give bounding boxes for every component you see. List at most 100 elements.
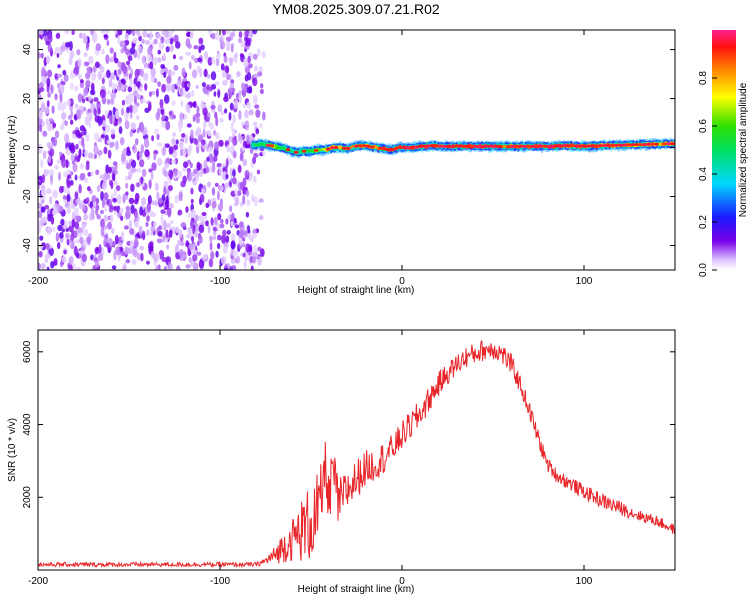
noise-speckle <box>85 163 90 171</box>
noise-speckle <box>143 138 150 149</box>
noise-speckle <box>253 153 259 158</box>
trace-peak <box>293 150 299 154</box>
spectrogram-y-tick-label: -20 <box>22 189 33 204</box>
spectrogram-x-tick-label: 0 <box>399 276 405 287</box>
noise-speckle <box>144 83 148 91</box>
noise-speckle <box>118 117 123 123</box>
noise-speckle <box>38 176 43 181</box>
noise-speckle <box>150 212 157 218</box>
noise-speckle <box>195 84 199 89</box>
trace-peak <box>365 144 371 148</box>
noise-speckle <box>119 207 124 214</box>
colorbar-ticks: 0.0 0.2 0.4 0.6 0.8 <box>698 71 717 277</box>
noise-speckle <box>140 98 146 104</box>
trace-peak <box>422 144 427 148</box>
noise-speckle <box>127 170 133 179</box>
noise-speckle <box>79 236 84 245</box>
noise-speckle <box>83 52 88 58</box>
noise-speckle <box>134 68 140 79</box>
figure-title: YM08.2025.309.07.21.R02 <box>272 1 440 17</box>
noise-speckle <box>57 224 63 232</box>
noise-speckle <box>223 96 229 103</box>
noise-speckle <box>157 142 163 147</box>
noise-speckle <box>199 193 205 203</box>
trace-peak <box>478 144 483 148</box>
noise-speckle <box>50 216 55 225</box>
noise-speckle <box>213 155 218 162</box>
noise-speckle <box>165 229 169 238</box>
colorbar-label: Normalized spectral amplitude <box>738 82 749 217</box>
noise-speckle <box>208 30 212 35</box>
noise-speckle <box>173 144 179 151</box>
trace-peak <box>554 144 559 148</box>
noise-speckle <box>95 207 99 216</box>
noise-speckle <box>254 104 260 109</box>
noise-speckle <box>74 85 79 92</box>
noise-speckle <box>84 149 88 158</box>
noise-speckle <box>181 67 186 78</box>
noise-speckle <box>97 70 103 80</box>
noise-speckle <box>156 157 163 167</box>
noise-speckle <box>178 229 183 238</box>
noise-speckle <box>134 192 140 202</box>
noise-speckle <box>230 233 236 243</box>
noise-speckle <box>85 197 90 202</box>
noise-speckle <box>196 105 200 114</box>
noise-speckle <box>237 132 241 142</box>
noise-speckle <box>165 46 170 53</box>
noise-speckle <box>157 81 161 88</box>
noise-speckle <box>103 34 108 39</box>
noise-speckle <box>136 80 141 88</box>
trace-peak <box>490 144 495 148</box>
noise-speckle <box>215 57 220 67</box>
noise-speckle <box>224 108 228 114</box>
noise-speckle <box>66 180 72 189</box>
noise-speckle <box>112 197 117 203</box>
spectrogram-trace <box>251 137 675 159</box>
noise-speckle <box>255 109 261 118</box>
noise-speckle <box>210 251 215 260</box>
noise-speckle <box>79 125 86 132</box>
noise-speckle <box>226 229 231 235</box>
noise-speckle <box>201 254 208 260</box>
noise-speckle <box>79 173 86 181</box>
noise-speckle <box>180 222 187 228</box>
noise-speckle <box>232 150 237 159</box>
trace-peak <box>622 143 627 147</box>
noise-speckle <box>217 104 223 113</box>
noise-speckle <box>147 194 152 205</box>
noise-speckle <box>90 103 96 111</box>
noise-speckle <box>40 103 46 113</box>
noise-speckle <box>116 193 122 204</box>
noise-speckle <box>145 39 150 46</box>
noise-speckle <box>239 152 244 162</box>
noise-speckle <box>172 139 176 145</box>
spectrogram-y-label: Frequency (Hz) <box>7 116 18 185</box>
noise-speckle <box>163 71 167 78</box>
noise-speckle <box>197 142 202 149</box>
colorbar-gradient <box>712 30 736 270</box>
trace-peak <box>538 144 543 148</box>
trace-peak <box>458 144 463 148</box>
noise-speckle <box>107 98 110 105</box>
noise-speckle <box>165 195 169 205</box>
noise-speckle <box>66 194 71 202</box>
noise-speckle <box>155 265 159 270</box>
trace-peak <box>353 144 359 148</box>
noise-speckle <box>196 161 201 172</box>
noise-speckle <box>248 244 253 252</box>
noise-speckle <box>190 54 195 61</box>
noise-speckle <box>228 111 232 121</box>
noise-speckle <box>159 98 164 109</box>
noise-speckle <box>117 30 122 35</box>
noise-speckle <box>46 253 51 259</box>
noise-speckle <box>117 35 121 45</box>
noise-speckle <box>165 222 171 229</box>
noise-speckle <box>206 156 210 162</box>
trace-peak <box>522 144 527 148</box>
noise-speckle <box>109 214 114 223</box>
noise-speckle <box>108 166 112 174</box>
noise-speckle <box>94 153 97 159</box>
noise-speckle <box>208 258 214 268</box>
snr-x-tick-label: -200 <box>28 576 48 587</box>
